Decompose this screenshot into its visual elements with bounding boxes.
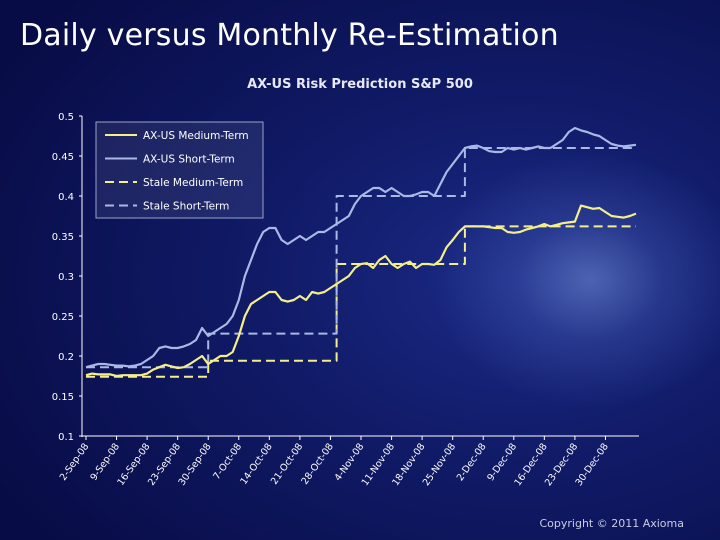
y-axis-ticks: 0.5 0.45 0.4 0.35 0.3 0.25 0.2 0.15 0.1 xyxy=(52,112,82,443)
series-1-line xyxy=(85,204,637,378)
y-tick-label: 0.45 xyxy=(52,152,74,163)
y-tick-label: 0.25 xyxy=(52,312,74,323)
chart-legend: AX-US Medium-Term AX-US Short-Term Stale M… xyxy=(95,121,264,219)
copyright-notice: Copyright © 2011 Axioma xyxy=(539,517,684,530)
x-tick-label: 4-Nov-08 xyxy=(333,441,367,483)
x-tick-label: 9-Dec-08 xyxy=(485,441,519,483)
series-2-line xyxy=(85,126,637,369)
chart-title: AX-US Risk Prediction S&P 500 xyxy=(247,77,473,92)
legend-box xyxy=(95,121,264,219)
legend-label: AX-US Medium-Term xyxy=(143,130,249,142)
series-3-line xyxy=(86,225,636,378)
legend-label: AX-US Short-Term xyxy=(143,154,235,166)
x-axis-ticks: 2-Sep-089-Sep-0816-Sep-0823-Sep-0830-Sep… xyxy=(58,436,611,488)
y-tick-label: 0.35 xyxy=(52,232,74,243)
y-tick-label: 0.5 xyxy=(58,112,74,123)
legend-label: Stale Short-Term xyxy=(143,201,229,213)
y-tick-label: 0.4 xyxy=(58,192,74,203)
x-tick-label: 2-Sep-08 xyxy=(58,441,92,482)
slide-title: Daily versus Monthly Re-Estimation xyxy=(20,18,559,53)
y-tick-label: 0.15 xyxy=(52,392,74,403)
series-layer xyxy=(85,126,637,378)
legend-label: Stale Medium-Term xyxy=(143,177,243,189)
y-tick-label: 0.3 xyxy=(58,272,74,283)
x-tick-label: 2-Dec-08 xyxy=(455,441,489,483)
y-tick-label: 0.1 xyxy=(58,432,74,443)
series-4-line xyxy=(86,147,636,369)
x-tick-label: 9-Sep-08 xyxy=(88,441,122,482)
x-tick-label: 7-Oct-08 xyxy=(211,441,244,481)
y-tick-label: 0.2 xyxy=(58,352,74,363)
